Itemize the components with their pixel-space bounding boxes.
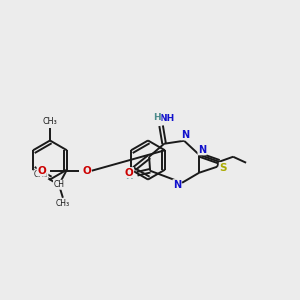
Text: O: O	[37, 166, 46, 176]
Text: CH: CH	[53, 180, 64, 189]
Text: CH₃: CH₃	[43, 117, 57, 126]
Text: N: N	[198, 145, 206, 155]
Text: NH: NH	[160, 114, 175, 123]
Text: O: O	[125, 168, 134, 178]
Text: O: O	[82, 166, 91, 176]
Text: S: S	[219, 163, 227, 173]
Text: H: H	[153, 113, 161, 122]
Text: CH₃: CH₃	[56, 199, 70, 208]
Text: N: N	[181, 130, 189, 140]
Text: CH₃: CH₃	[34, 170, 48, 179]
Text: H: H	[125, 172, 133, 181]
Text: N: N	[173, 180, 181, 190]
